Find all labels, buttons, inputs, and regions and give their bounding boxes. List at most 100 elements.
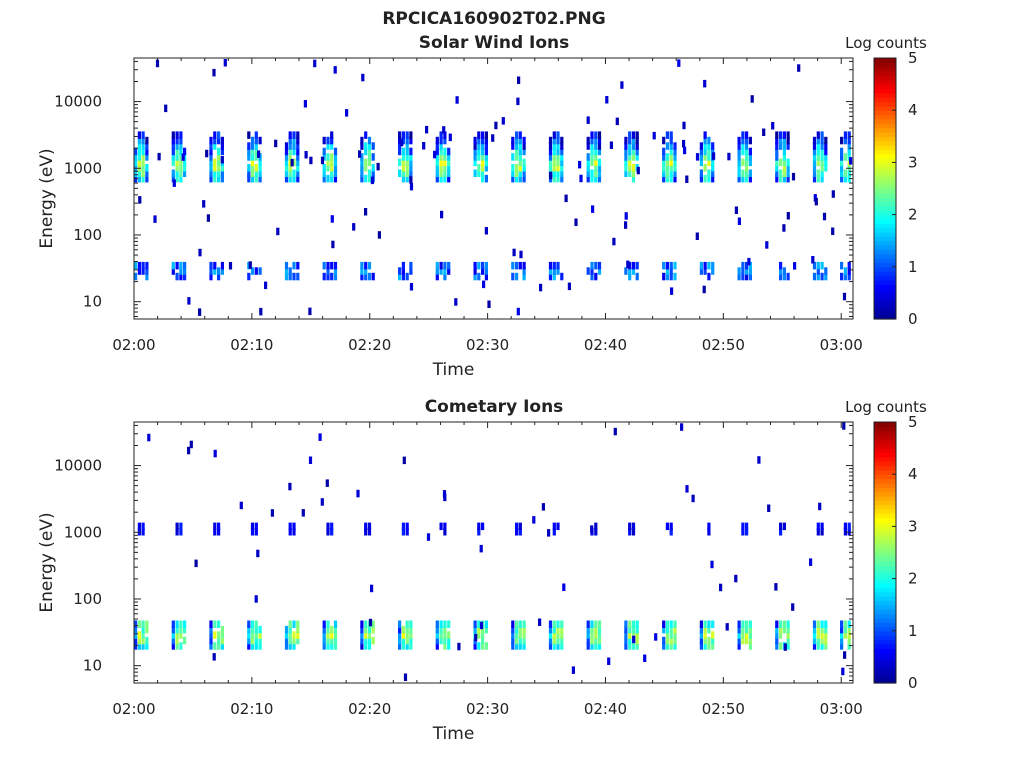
heatmap-cell <box>741 131 745 139</box>
heatmap-cell <box>631 169 636 177</box>
heatmap-cell <box>175 631 179 639</box>
heatmap-cell <box>254 174 258 183</box>
heatmap-cell <box>322 272 326 281</box>
heatmap-cell <box>816 267 820 275</box>
heatmap-cell <box>597 164 602 172</box>
heatmap-cell <box>448 133 452 142</box>
heatmap-cell <box>484 164 488 172</box>
heatmap-cell <box>548 636 553 645</box>
heatmap-cell <box>552 642 556 650</box>
heatmap-cell <box>364 261 368 270</box>
heatmap-cell <box>662 153 666 161</box>
heatmap-cell <box>816 272 820 281</box>
heatmap-cell <box>194 559 198 568</box>
heatmap-cell <box>398 272 402 281</box>
heatmap-cell <box>522 620 526 628</box>
heatmap-cell <box>590 525 594 533</box>
heatmap-cell <box>250 528 255 536</box>
heatmap-cell <box>552 625 556 634</box>
heatmap-cell <box>782 169 786 177</box>
heatmap-cell <box>662 158 666 167</box>
heatmap-cell <box>673 147 677 156</box>
heatmap-cell <box>556 642 560 650</box>
x-tick-label: 02:40 <box>584 700 627 718</box>
heatmap-cell <box>518 620 522 628</box>
heatmap-cell <box>665 174 669 183</box>
colorbar-segment <box>874 153 896 159</box>
colorbar-segment <box>874 522 896 527</box>
heatmap-cell <box>405 272 409 281</box>
heatmap-cell <box>703 153 707 161</box>
heatmap-cell <box>439 158 443 167</box>
heatmap-cell <box>141 158 145 167</box>
heatmap-cell <box>628 131 632 139</box>
heatmap-cell <box>597 620 602 628</box>
heatmap-cell <box>220 642 224 650</box>
heatmap-cell <box>748 620 752 628</box>
colorbar-segment <box>874 678 896 684</box>
heatmap-cell <box>847 528 851 536</box>
heatmap-cell <box>217 267 221 275</box>
heatmap-cell <box>779 642 783 650</box>
heatmap-cell <box>518 174 522 183</box>
heatmap-cell <box>137 267 141 275</box>
heatmap-cell <box>560 625 564 634</box>
heatmap-cell <box>333 625 338 634</box>
colorbar-segment <box>874 478 896 484</box>
heatmap-cell <box>473 267 477 275</box>
heatmap-cell <box>560 142 564 150</box>
heatmap-cell <box>745 631 749 639</box>
heatmap-cell <box>409 158 413 167</box>
heatmap-cell <box>179 131 183 139</box>
heatmap-cell <box>665 158 669 167</box>
heatmap-cell <box>443 169 447 177</box>
heatmap-cell <box>288 642 292 650</box>
heatmap-cell <box>481 131 485 139</box>
heatmap-cell <box>560 642 564 650</box>
heatmap-cell <box>702 285 706 294</box>
heatmap-cell <box>288 482 292 491</box>
heatmap-cell <box>812 153 817 161</box>
heatmap-cell <box>361 73 365 82</box>
heatmap-cell <box>847 267 851 275</box>
heatmap-cell <box>669 636 673 645</box>
colorbar-segment <box>874 71 896 76</box>
heatmap-cell <box>213 528 217 536</box>
colorbar-tick-label: 1 <box>908 622 918 640</box>
heatmap-cell <box>175 158 179 167</box>
x-axis-label: Time <box>432 360 475 380</box>
heatmap-cell <box>775 158 779 167</box>
heatmap-cell <box>447 158 451 167</box>
heatmap-cell <box>820 631 824 639</box>
heatmap-cell <box>560 174 564 183</box>
heatmap-cell <box>840 631 844 639</box>
heatmap-cell <box>628 642 632 650</box>
heatmap-cell <box>741 522 745 531</box>
colorbar-segment <box>874 422 896 427</box>
heatmap-cell <box>220 136 224 145</box>
heatmap-cell <box>511 636 515 645</box>
heatmap-cell <box>443 136 447 145</box>
colorbar-segment <box>874 430 896 436</box>
heatmap-cell <box>782 131 786 139</box>
heatmap-cell <box>405 625 409 634</box>
heatmap-cell <box>628 272 632 281</box>
heatmap-cell <box>248 261 252 269</box>
colorbar-segment <box>874 435 896 440</box>
heatmap-cell <box>847 147 851 156</box>
heatmap-cell <box>711 164 715 172</box>
heatmap-cell <box>443 147 447 156</box>
heatmap-cell <box>673 174 677 183</box>
heatmap-cell <box>741 625 745 634</box>
colorbar-segment <box>874 439 896 445</box>
heatmap-cell <box>217 164 221 172</box>
colorbar-segment <box>874 491 896 497</box>
heatmap-cell <box>435 625 439 634</box>
heatmap-cell <box>288 136 292 145</box>
heatmap-cell <box>284 174 289 183</box>
heatmap-cell <box>662 136 666 145</box>
heatmap-cell <box>816 631 820 639</box>
heatmap-cell <box>779 625 783 634</box>
heatmap-cell <box>425 125 429 134</box>
heatmap-cell <box>662 625 666 634</box>
